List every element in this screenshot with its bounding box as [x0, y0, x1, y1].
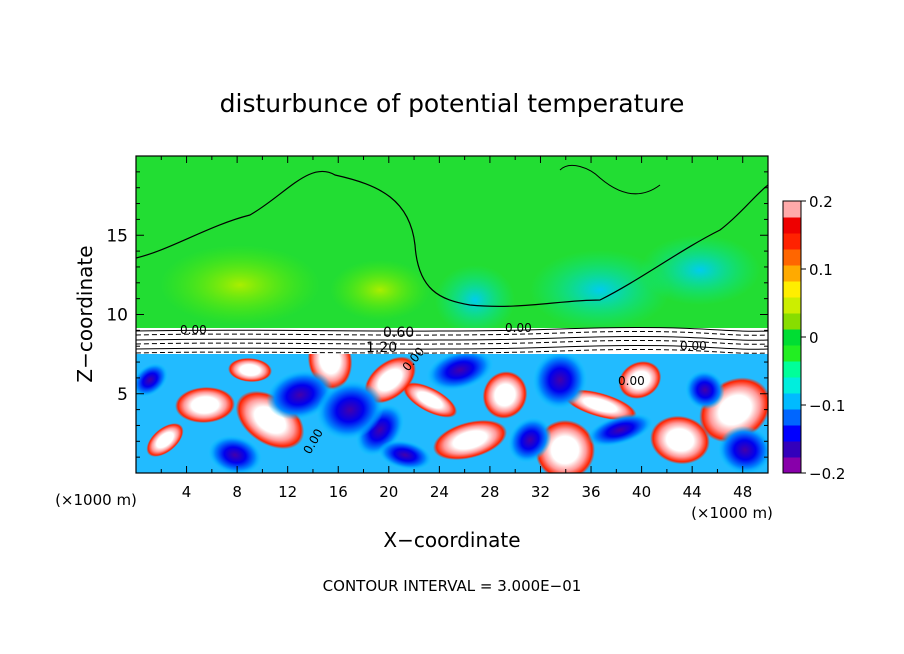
colorbar-swatch: [783, 217, 801, 234]
colorbar-swatch: [783, 361, 801, 378]
inversion-contour: [136, 330, 768, 336]
colorbar-swatch: [783, 249, 801, 266]
colorbar-swatch: [783, 425, 801, 442]
x-tick-label: 4: [182, 483, 192, 501]
colorbar-swatch: [783, 393, 801, 410]
inversion-contours: [136, 326, 768, 354]
contour-label: 0.00: [505, 321, 532, 335]
inversion-contour: [136, 348, 768, 354]
x-tick-label: 24: [430, 483, 449, 501]
inversion-contour: [136, 326, 768, 332]
colorbar-tick-label: −0.2: [809, 465, 845, 483]
y-tick-label: 15: [106, 226, 128, 246]
x-tick-label: 28: [480, 483, 499, 501]
colorbar-tick-label: −0.1: [809, 397, 845, 415]
zero-contour-upper: [559, 165, 661, 195]
y-axis-label: Z−coordinate: [73, 245, 97, 382]
colorbar-swatch: [783, 441, 801, 458]
colorbar-swatch: [783, 281, 801, 298]
cold-eddy: [532, 351, 588, 409]
x-tick-label: 40: [632, 483, 651, 501]
contour-label: 0.00: [680, 339, 707, 353]
colorbar-swatch: [783, 345, 801, 362]
x-tick-label: 8: [232, 483, 242, 501]
colorbar: 0.2 0.1 0 −0.1 −0.2: [782, 193, 845, 483]
heatmap-field: [136, 156, 768, 473]
x-unit-label-left: (×1000 m): [55, 491, 137, 509]
warm-eddy: [175, 386, 235, 424]
colorbar-swatch: [783, 457, 801, 474]
warm-eddy: [482, 371, 528, 419]
warm-eddy: [650, 415, 710, 465]
contour-label: 1.20: [366, 340, 397, 356]
warm-eddy: [402, 382, 458, 418]
colorbar-swatch: [783, 377, 801, 394]
x-tick-label: 32: [531, 483, 550, 501]
x-tick-label: 20: [379, 483, 398, 501]
x-axis: 4 8 12 16 20 24 28 32 36 40 44 48: [160, 156, 752, 501]
colorbar-swatch: [783, 265, 801, 282]
warm-eddy: [228, 357, 272, 383]
x-unit-label-right: (×1000 m): [691, 504, 773, 522]
contour-label: 0.00: [618, 374, 645, 388]
colorbar-tick-label: 0.2: [809, 193, 833, 211]
colorbar-swatch: [783, 409, 801, 426]
cold-eddy: [266, 370, 334, 420]
inversion-contour: [136, 339, 768, 345]
warm-eddy: [563, 389, 637, 421]
cold-eddy: [208, 435, 262, 473]
inversion-contour: [136, 335, 768, 341]
y-tick-label: 10: [106, 306, 128, 326]
x-tick-label: 48: [733, 483, 752, 501]
cold-eddy: [685, 370, 725, 410]
x-tick-label: 12: [278, 483, 297, 501]
cold-eddy: [718, 425, 768, 473]
warm-anomaly-upper: [330, 260, 430, 320]
cold-anomaly-upper: [435, 265, 515, 335]
warm-eddy: [146, 423, 184, 457]
inversion-band: [136, 328, 768, 354]
x-tick-label: 36: [581, 483, 600, 501]
colorbar-tick-label: 0: [809, 329, 819, 347]
colorbar-swatch: [783, 201, 801, 218]
y-tick-label: 5: [117, 385, 128, 405]
contour-label: 0.60: [383, 325, 414, 341]
cold-anomaly-upper: [530, 250, 670, 330]
colorbar-swatch: [783, 329, 801, 346]
contour-interval-note: CONTOUR INTERVAL = 3.000E−01: [323, 577, 582, 595]
x-tick-label: 16: [329, 483, 348, 501]
zero-contour-upper: [136, 170, 768, 307]
colorbar-swatch: [783, 297, 801, 314]
x-axis-label: X−coordinate: [383, 528, 520, 552]
warm-eddy: [618, 361, 662, 399]
colorbar-tick-label: 0.1: [809, 261, 833, 279]
cold-eddy: [587, 413, 653, 447]
colorbar-swatch: [783, 313, 801, 330]
warm-anomaly-upper: [160, 245, 320, 325]
cold-anomaly-upper: [640, 235, 760, 305]
colorbar-swatch: [783, 233, 801, 250]
chart-title: disturbunce of potential temperature: [220, 89, 685, 118]
cold-eddy: [316, 380, 384, 440]
cold-eddy: [378, 440, 432, 470]
warm-eddy: [433, 420, 507, 460]
x-tick-label: 44: [683, 483, 702, 501]
cold-eddy: [426, 349, 494, 391]
y-axis: 5 10 15: [106, 171, 768, 458]
inversion-contour: [136, 344, 768, 350]
cold-eddy: [136, 363, 168, 397]
contour-label: 0.00: [180, 323, 207, 337]
cold-eddy: [508, 417, 552, 463]
